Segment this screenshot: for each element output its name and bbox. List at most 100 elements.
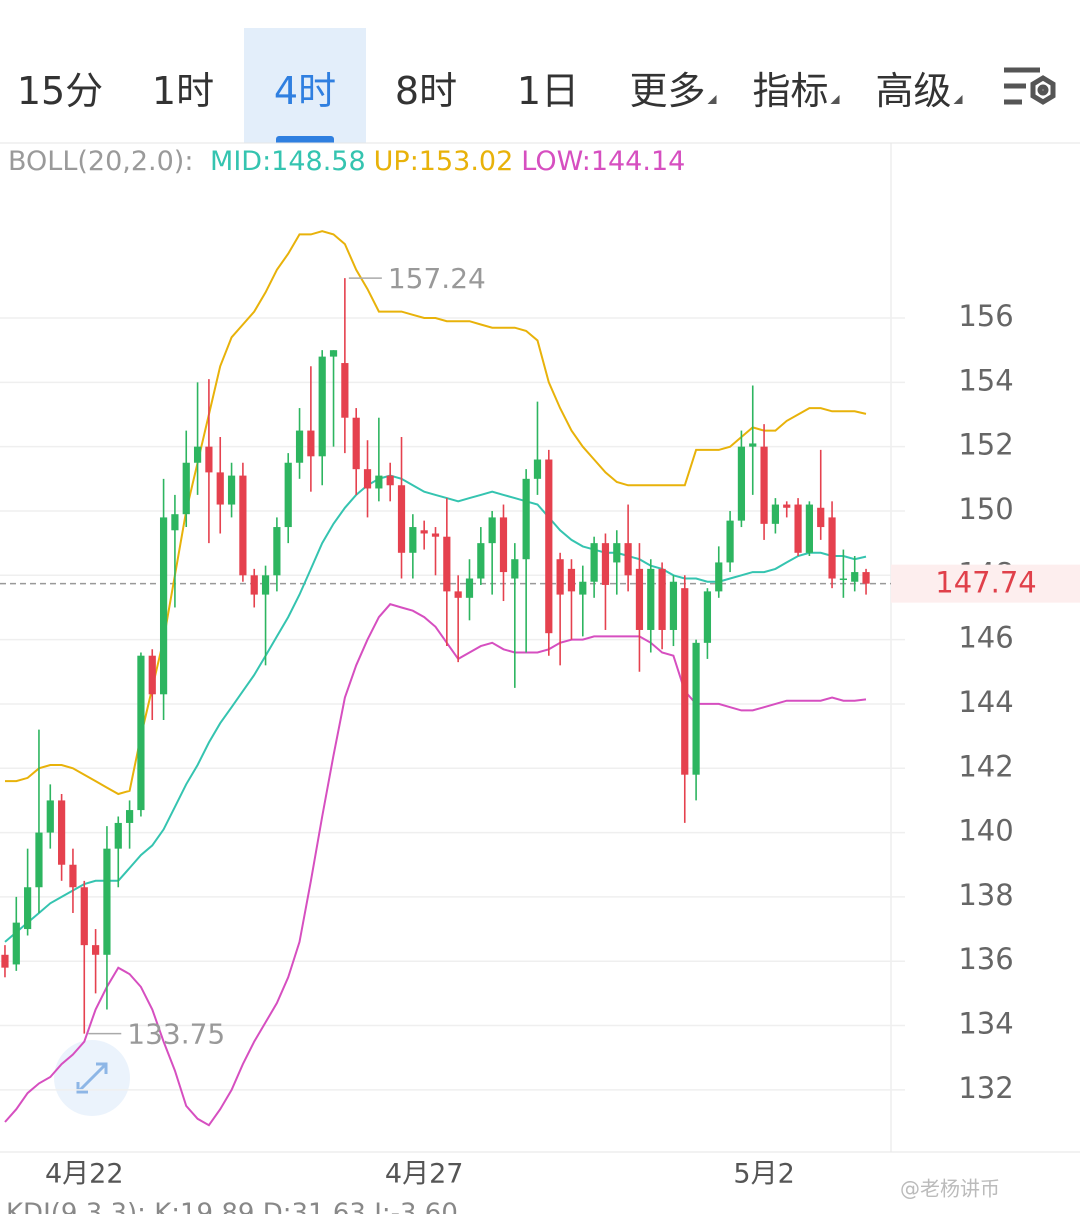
candle-body (692, 642, 700, 775)
candle-body (261, 575, 270, 595)
candle-body (12, 922, 20, 965)
candle-body (159, 517, 168, 695)
candle-body (567, 568, 576, 592)
band-legend: MID:148.58 (210, 146, 366, 177)
timeframe-tab[interactable]: 更多 (629, 60, 717, 115)
candle-body (1, 954, 9, 968)
candle-body (227, 475, 236, 505)
y-tick-label: 152 (958, 428, 1013, 462)
candle-body (35, 832, 43, 888)
last-price-box (891, 564, 1080, 603)
y-tick-label: 134 (958, 1007, 1013, 1041)
y-tick-label: 138 (958, 878, 1013, 912)
candle-body (443, 536, 451, 592)
dropdown-caret (707, 95, 717, 104)
candle-body (114, 822, 122, 849)
candle-body (375, 475, 383, 489)
candle-body (103, 848, 111, 955)
candle-body (295, 430, 304, 463)
x-tick-label: 4月22 (45, 1159, 124, 1190)
candle-body (273, 527, 281, 576)
x-tick-label: 5月2 (733, 1159, 794, 1190)
indicator-label: BOLL(20,2.0): (8, 146, 194, 177)
band-legend: LOW:144.14 (521, 146, 686, 177)
timeframe-tab[interactable]: 高级 (875, 60, 963, 115)
candle-body (601, 543, 610, 585)
y-tick-label: 132 (958, 1071, 1013, 1105)
candle-body (624, 543, 632, 576)
sub-indicator: KDJ(9,3,3): K:19.89 D:31.63 J:-3.60 (6, 1199, 458, 1214)
candle-body (737, 446, 746, 521)
high-marker-label: 157.24 (388, 262, 486, 295)
candle-body (352, 417, 360, 470)
candle-body (862, 572, 870, 584)
candle-body (92, 945, 100, 955)
candle-body (307, 430, 315, 457)
y-tick-label: 150 (958, 492, 1013, 526)
band-line (5, 230, 867, 796)
candle-body (24, 887, 32, 930)
candle-body (250, 575, 258, 595)
candle-body (80, 887, 88, 946)
y-tick-label: 146 (958, 621, 1013, 655)
candle-body (465, 578, 474, 598)
y-tick-label: 156 (958, 299, 1013, 333)
candle-body (420, 530, 428, 534)
candle-body (397, 485, 406, 553)
candle-body (431, 533, 440, 537)
candle-body (363, 469, 372, 489)
timeframe-tab[interactable]: 1时 (151, 69, 215, 113)
candle-body (125, 810, 134, 823)
timeframe-tab[interactable]: 1日 (516, 69, 580, 113)
candle-body (579, 581, 587, 595)
candle-body (46, 800, 54, 833)
candle-body (647, 568, 655, 630)
candle-body (205, 446, 213, 473)
expand-button[interactable] (54, 1040, 130, 1116)
candle-body (828, 517, 836, 579)
band-line (4, 474, 867, 943)
candle-body (477, 543, 485, 579)
dropdown-caret (830, 95, 840, 104)
candle-body (69, 864, 77, 888)
timeframe-tab[interactable]: 指标 (752, 60, 840, 115)
y-tick-label: 136 (958, 942, 1013, 976)
band-legend: UP:153.02 (373, 146, 514, 177)
active-tab-indicator (276, 136, 334, 143)
candle-body (216, 472, 224, 505)
last-price-label: 147.74 (935, 566, 1036, 600)
candle-body (284, 462, 292, 528)
candle-body (613, 543, 621, 563)
candle-body (658, 568, 666, 630)
boll-legend: BOLL(20,2.0): MID:148.58 UP:153.02 LOW:144… (8, 146, 693, 177)
x-tick-label: 4月27 (385, 1159, 464, 1190)
candle-body (669, 581, 678, 630)
watermark: @老杨讲币 (900, 1177, 1000, 1201)
candle-body (726, 520, 734, 563)
candle-body (137, 655, 145, 811)
candle-body (182, 462, 190, 515)
candle-body (839, 578, 847, 581)
candle-body (58, 800, 66, 865)
candle-body (703, 591, 712, 643)
candle-body (556, 559, 564, 595)
candle-body (329, 350, 338, 357)
candle-body (533, 459, 542, 479)
low-marker-label: 133.75 (127, 1018, 225, 1051)
candle-body (409, 527, 417, 553)
candle-body (193, 446, 202, 463)
candle-body (681, 588, 689, 775)
candle-body (148, 655, 156, 695)
settings-icon[interactable] (1004, 67, 1056, 105)
timeframe-tab[interactable]: 15分 (16, 69, 104, 113)
timeframe-tab[interactable]: 8时 (394, 69, 458, 113)
candle-body (341, 363, 349, 418)
candle-body (545, 459, 553, 634)
timeframe-tab[interactable]: 4时 (273, 69, 337, 113)
dropdown-caret (953, 95, 963, 104)
active-tab-bg (244, 28, 366, 143)
candle-body (851, 572, 859, 582)
candle-body (522, 478, 530, 560)
